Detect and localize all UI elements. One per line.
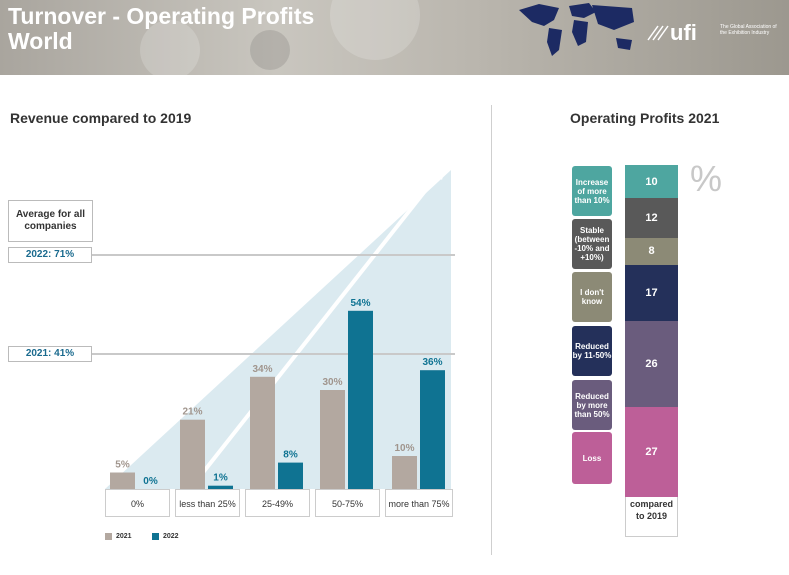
bar-2021-3 [320, 390, 345, 489]
category-label-2: 25-49% [245, 489, 310, 517]
segment-label-0: Increase of more than 10% [572, 166, 612, 216]
revenue-chart-title: Revenue compared to 2019 [10, 110, 192, 126]
page-title-line2: World [8, 28, 73, 54]
ufi-logo-text: ufi [670, 20, 697, 44]
bar-label-2022-2: 8% [283, 450, 298, 461]
legend-label-2021: 2021 [116, 533, 132, 540]
bar-label-2021-1: 21% [182, 407, 202, 418]
reference-label-2022: 2022: 71% [8, 247, 92, 263]
bar-label-2021-0: 5% [115, 460, 130, 471]
bar-2021-2 [250, 376, 275, 489]
bar-label-2022-1: 1% [213, 473, 228, 484]
legend-swatch-2022 [152, 533, 159, 540]
category-label-1: less than 25% [175, 489, 240, 517]
trend-arrow-head [432, 162, 447, 180]
legend-swatch-2021 [105, 533, 112, 540]
operating-profits-title: Operating Profits 2021 [570, 110, 720, 126]
segment-label-5: Loss [572, 432, 612, 484]
bar-label-2022-0: 0% [143, 476, 158, 487]
stacked-column-xlabel: compared to 2019 [629, 499, 673, 521]
bar-2022-1 [208, 485, 233, 489]
bar-2021-1 [180, 419, 205, 489]
category-label-3: 50-75% [315, 489, 380, 517]
legend-item-2021: 2021 [105, 533, 132, 540]
section-divider [491, 105, 492, 555]
stack-segment-1: 12 [625, 198, 678, 239]
page-title-line1: Turnover - Operating Profits [8, 3, 315, 29]
legend-label-2022: 2022 [163, 533, 179, 540]
stack-segment-2: 8 [625, 238, 678, 265]
bar-2021-4 [392, 456, 417, 489]
ufi-logo: ufi [647, 20, 697, 44]
category-label-4: more than 75% [385, 489, 453, 517]
segment-label-1: Stable (between -10% and +10%) [572, 219, 612, 269]
percent-symbol: % [690, 158, 723, 199]
bar-2021-0 [110, 472, 135, 489]
segment-label-2: I don't know [572, 272, 612, 322]
ufi-tagline: The Global Association of the Exhibition… [720, 24, 777, 36]
legend-item-2022: 2022 [152, 533, 179, 540]
revenue-bar-chart: 5% 21% 34% 30% 10% 0% 1% 8% 54% 36% [92, 162, 455, 491]
bar-group: 5% 21% 34% 30% 10% 0% 1% 8% 54% 36% [110, 298, 445, 490]
stack-segment-4: 26 [625, 321, 678, 408]
header-banner: ufi The Global Association of the Exhibi… [0, 0, 789, 75]
bar-label-2022-4: 36% [422, 357, 442, 368]
trend-arrow-line [188, 170, 442, 491]
average-label-box: Average for all companies [8, 200, 93, 242]
stack-segment-5: 27 [625, 407, 678, 497]
bar-label-2021-4: 10% [394, 443, 414, 454]
segment-label-3: Reduced by 11-50% [572, 326, 612, 376]
stack-segment-3: 17 [625, 264, 678, 322]
bar-2022-4 [420, 370, 445, 489]
world-map-image [519, 3, 634, 56]
reference-label-2021: 2021: 41% [8, 346, 92, 362]
category-label-0: 0% [105, 489, 170, 517]
trend-arrow-background [105, 170, 451, 489]
bar-label-2021-2: 34% [252, 364, 272, 375]
bar-2022-3 [348, 310, 373, 489]
bar-2022-2 [278, 462, 303, 489]
bar-label-2021-3: 30% [322, 377, 342, 388]
stack-segment-0: 10 [625, 165, 678, 199]
page-title: Turnover - Operating Profits World [8, 4, 314, 54]
segment-label-4: Reduced by more than 50% [572, 380, 612, 430]
bar-label-2022-3: 54% [350, 298, 370, 309]
